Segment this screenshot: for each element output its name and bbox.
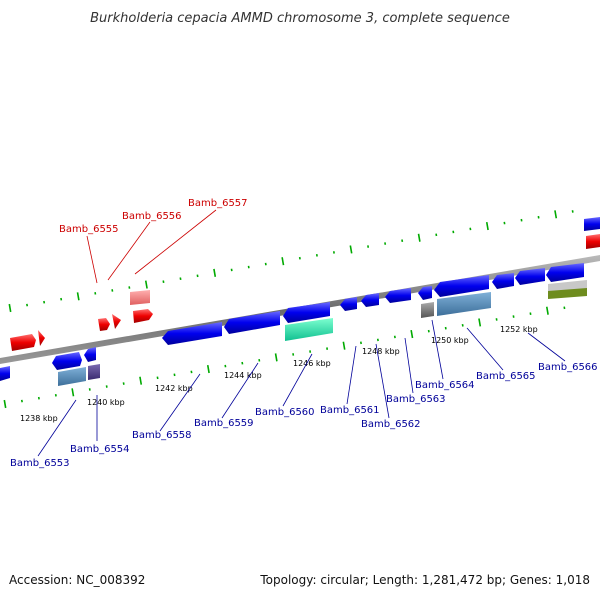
major-tick xyxy=(554,210,558,219)
gene-arrow[interactable] xyxy=(133,309,153,323)
major-tick xyxy=(3,399,7,409)
gene-arrow[interactable] xyxy=(52,352,82,370)
gene-label[interactable]: Bamb_6553 xyxy=(10,458,70,469)
major-tick xyxy=(139,376,143,385)
gene-labels-bottom: Bamb_6553 Bamb_6554 Bamb_6558 Bamb_6559 … xyxy=(10,362,598,469)
gene-arrow[interactable] xyxy=(84,347,96,362)
gene-label[interactable]: Bamb_6563 xyxy=(386,394,446,405)
scale-label: 1242 kbp xyxy=(155,384,193,393)
gene-label[interactable]: Bamb_6560 xyxy=(255,407,315,418)
accession-text: Accession: NC_008392 xyxy=(9,573,145,587)
gene-arrow[interactable] xyxy=(418,286,432,300)
major-tick xyxy=(485,221,489,231)
major-tick xyxy=(417,233,421,242)
gene-arrow[interactable] xyxy=(586,234,600,249)
gene-box[interactable] xyxy=(421,302,434,318)
reverse-genes xyxy=(0,217,600,386)
forward-genes xyxy=(10,234,600,351)
gene-arrow[interactable] xyxy=(385,288,411,303)
scale-labels: 1238 kbp 1240 kbp 1242 kbp 1244 kbp 1246… xyxy=(20,325,538,423)
gene-arrow[interactable] xyxy=(515,268,545,285)
gene-arrow[interactable] xyxy=(0,366,10,381)
gene-arrow[interactable] xyxy=(361,293,379,307)
major-tick xyxy=(410,329,414,339)
gene-arrow[interactable] xyxy=(340,297,357,311)
map-title: Burkholderia cepacia AMMD chromosome 3, … xyxy=(90,11,510,26)
gene-box[interactable] xyxy=(437,292,491,316)
major-tick xyxy=(274,353,278,362)
gene-label[interactable]: Bamb_6557 xyxy=(188,198,248,209)
gene-arrow[interactable] xyxy=(546,263,584,282)
gene-box[interactable] xyxy=(88,364,100,380)
scale-label: 1238 kbp xyxy=(20,414,58,423)
major-tick xyxy=(206,364,210,374)
major-tick xyxy=(281,257,285,266)
gene-arrow[interactable] xyxy=(98,318,110,331)
gene-label[interactable]: Bamb_6558 xyxy=(132,430,192,441)
gene-box[interactable] xyxy=(130,290,150,305)
major-tick xyxy=(342,341,346,350)
gene-arrow[interactable] xyxy=(10,334,36,351)
gene-arrow[interactable] xyxy=(224,311,280,334)
scale-label: 1244 kbp xyxy=(224,371,262,380)
major-tick xyxy=(545,306,549,315)
major-tick xyxy=(8,303,12,313)
gene-labels-top: Bamb_6555 Bamb_6556 Bamb_6557 xyxy=(59,198,248,235)
major-tick xyxy=(144,280,148,289)
gene-label[interactable]: Bamb_6554 xyxy=(70,444,130,455)
major-tick xyxy=(71,388,75,397)
scale-label: 1246 kbp xyxy=(293,359,331,368)
major-tick xyxy=(349,245,353,254)
gene-box[interactable] xyxy=(548,288,587,299)
gene-label[interactable]: Bamb_6565 xyxy=(476,371,536,382)
gene-label[interactable]: Bamb_6564 xyxy=(415,380,475,391)
major-tick xyxy=(213,268,217,277)
gene-arrow[interactable] xyxy=(162,322,222,345)
gene-arrow[interactable] xyxy=(283,302,330,323)
gene-arrow[interactable] xyxy=(112,314,121,329)
gene-arrow[interactable] xyxy=(38,330,45,346)
gene-label[interactable]: Bamb_6555 xyxy=(59,224,119,235)
gene-label[interactable]: Bamb_6559 xyxy=(194,418,254,429)
gene-arrow[interactable] xyxy=(584,217,600,231)
tick-track-top xyxy=(8,210,574,313)
gene-arrow[interactable] xyxy=(492,273,514,289)
gene-box[interactable] xyxy=(285,318,333,341)
scale-label: 1248 kbp xyxy=(362,347,400,356)
scale-label: 1252 kbp xyxy=(500,325,538,334)
gene-label[interactable]: Bamb_6566 xyxy=(538,362,598,373)
label-leaders xyxy=(37,209,566,457)
gene-label[interactable]: Bamb_6562 xyxy=(361,419,421,430)
major-tick xyxy=(478,318,482,327)
gene-box[interactable] xyxy=(58,367,86,386)
major-tick xyxy=(76,292,80,301)
gene-label[interactable]: Bamb_6556 xyxy=(122,211,182,222)
tick-track-bottom xyxy=(3,306,566,409)
scale-label: 1250 kbp xyxy=(431,336,469,345)
gene-label[interactable]: Bamb_6561 xyxy=(320,405,380,416)
scale-label: 1240 kbp xyxy=(87,398,125,407)
summary-text: Topology: circular; Length: 1,281,472 bp… xyxy=(259,573,590,587)
gene-arrow[interactable] xyxy=(434,275,489,297)
